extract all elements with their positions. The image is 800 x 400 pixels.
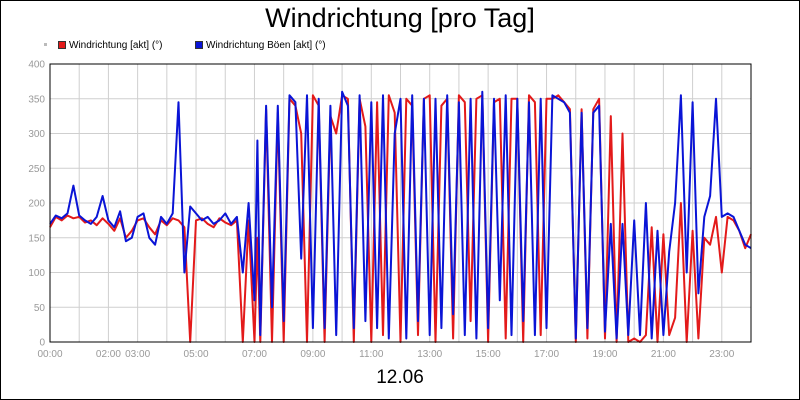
x-tick-label: 02:00	[96, 349, 121, 360]
y-tick-label: 350	[28, 94, 45, 105]
legend-item-windrichtung: Windrichtung [akt] (°)	[58, 38, 162, 52]
y-tick-label: 200	[28, 199, 45, 210]
legend-item-windrichtung-boeen: Windrichtung Böen [akt] (°)	[195, 38, 326, 52]
x-tick-label: 09:00	[300, 349, 325, 360]
x-tick-label: 11:00	[359, 349, 384, 360]
x-axis-label: 12.06	[376, 367, 424, 388]
y-tick-label: 300	[28, 129, 45, 140]
legend-marker-icon	[44, 43, 47, 46]
series-line-windrichtung-boeen	[49, 90, 752, 340]
y-tick-label: 150	[28, 233, 45, 244]
x-tick-label: 00:00	[37, 349, 62, 360]
x-tick-label: 19:00	[592, 349, 617, 360]
x-tick-label: 03:00	[125, 349, 150, 360]
chart-title: Windrichtung [pro Tag]	[265, 3, 535, 33]
x-tick-label: 07:00	[242, 349, 267, 360]
x-tick-label: 15:00	[476, 349, 501, 360]
y-tick-label: 100	[28, 268, 45, 279]
legend-swatch-blue	[195, 41, 203, 49]
x-tick-label: 23:00	[709, 349, 734, 360]
plot-border	[49, 63, 752, 343]
legend-label: Windrichtung [akt] (°)	[69, 39, 163, 51]
y-tick-label: 250	[28, 164, 45, 175]
y-tick-label: 400	[28, 60, 45, 71]
x-tick-label: 05:00	[184, 349, 209, 360]
y-tick-label: 0	[39, 338, 45, 349]
legend-label: Windrichtung Böen [akt] (°)	[206, 39, 326, 51]
x-tick-label: 13:00	[417, 349, 442, 360]
x-tick-label: 17:00	[534, 349, 559, 360]
legend-swatch-red	[58, 41, 66, 49]
x-tick-label: 21:00	[651, 349, 676, 360]
y-tick-label: 50	[34, 303, 46, 314]
